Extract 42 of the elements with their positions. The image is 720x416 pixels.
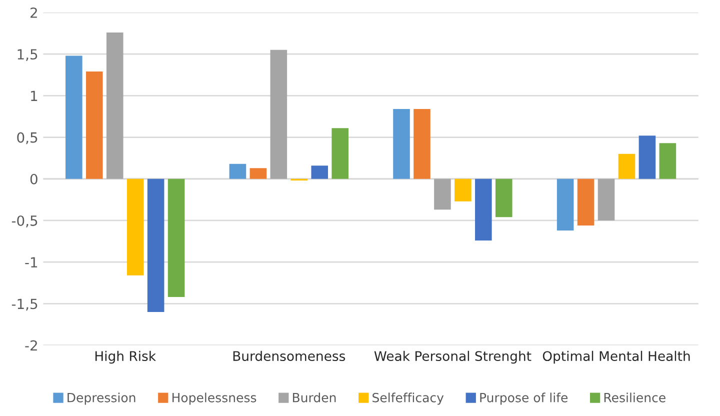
bar xyxy=(393,108,410,179)
bar xyxy=(229,164,246,179)
bar xyxy=(332,128,348,179)
bar xyxy=(250,168,267,179)
bar xyxy=(577,178,594,226)
bar xyxy=(168,178,185,298)
bar xyxy=(86,72,103,179)
bar xyxy=(147,178,164,312)
bar xyxy=(106,32,124,179)
bar xyxy=(638,136,656,179)
bar xyxy=(556,178,574,230)
y-tick-label: -0,5 xyxy=(12,215,38,228)
y-tick-label: 0,5 xyxy=(17,132,38,144)
bar xyxy=(618,154,636,179)
y-tick-label: -2 xyxy=(25,340,37,351)
bar xyxy=(126,178,144,276)
y-tick-label: 0 xyxy=(30,174,38,184)
bar xyxy=(414,108,430,179)
y-tick-label: 1 xyxy=(31,90,38,101)
bar xyxy=(454,178,472,202)
legend-label: Burden xyxy=(292,392,336,402)
bar xyxy=(434,178,451,210)
legend-label: Selfefficacy xyxy=(372,392,444,405)
bar xyxy=(495,178,512,218)
bar xyxy=(311,166,328,179)
legend-label: Resilience xyxy=(604,392,666,402)
bar xyxy=(66,56,82,179)
bar xyxy=(659,143,676,179)
x-tick-label: Optimal Mental Health xyxy=(542,350,690,364)
legend-label: Depression xyxy=(68,392,136,405)
x-tick-label: Weak Personal Strenght xyxy=(374,350,532,364)
bar xyxy=(475,178,492,240)
y-tick-label: 2 xyxy=(30,7,37,18)
y-tick-label: -1,5 xyxy=(12,298,38,311)
x-tick-label: Burdensomeness xyxy=(233,350,346,362)
legend-label: Hopelessness xyxy=(172,392,256,405)
x-tick-label: High Risk xyxy=(95,350,156,364)
y-tick-label: 1,5 xyxy=(18,49,38,61)
bar xyxy=(270,50,288,179)
bar xyxy=(598,178,615,220)
legend-label: Purpose of life xyxy=(480,392,568,405)
y-tick-label: -1 xyxy=(25,257,38,268)
